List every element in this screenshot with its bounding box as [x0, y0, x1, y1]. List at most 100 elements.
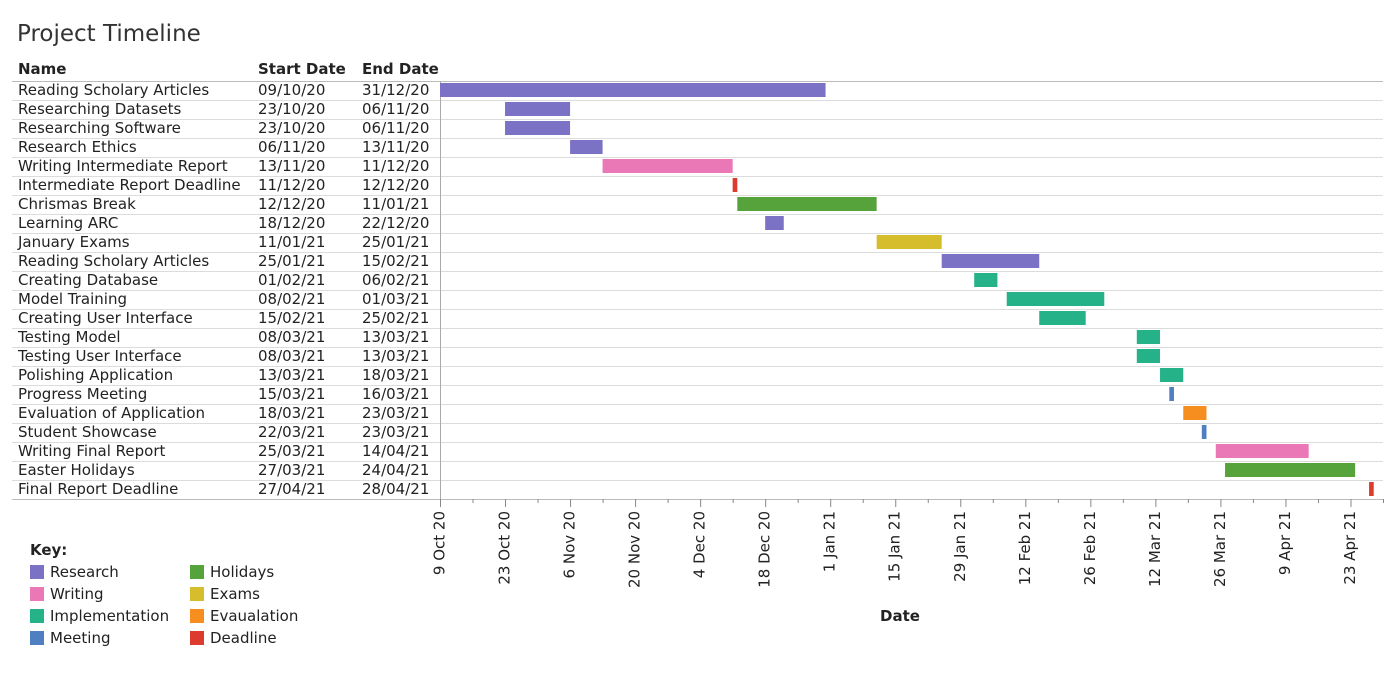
legend-label: Research	[50, 563, 119, 581]
x-tick-label: 12 Mar 21	[1146, 511, 1164, 587]
legend-swatch	[30, 587, 44, 601]
legend-item: Writing	[30, 585, 190, 603]
legend-title: Key:	[30, 541, 68, 559]
x-tick-label: 1 Jan 21	[821, 511, 839, 572]
task-end-date: 24/04/21	[362, 461, 429, 479]
task-start-date: 18/03/21	[258, 404, 325, 422]
task-name: Writing Intermediate Report	[18, 157, 228, 175]
task-bar	[1160, 368, 1184, 382]
task-end-date: 12/12/20	[362, 176, 429, 194]
task-end-date: 11/01/21	[362, 195, 429, 213]
task-start-date: 12/12/20	[258, 195, 325, 213]
task-start-date: 15/02/21	[258, 309, 325, 327]
x-tick-label: 18 Dec 20	[756, 511, 774, 588]
legend-swatch	[190, 587, 204, 601]
task-start-date: 11/01/21	[258, 233, 325, 251]
task-bar	[1215, 444, 1309, 458]
x-tick-label: 23 Apr 21	[1341, 511, 1359, 585]
task-name: Easter Holidays	[18, 461, 135, 479]
task-start-date: 13/11/20	[258, 157, 325, 175]
task-end-date: 22/12/20	[362, 214, 429, 232]
x-tick-label: 12 Feb 21	[1016, 511, 1034, 585]
task-start-date: 13/03/21	[258, 366, 325, 384]
task-end-date: 25/01/21	[362, 233, 429, 251]
task-bar	[1169, 387, 1174, 401]
x-tick-label: 15 Jan 21	[886, 511, 904, 582]
start-date-column-header: Start Date	[258, 60, 346, 78]
task-name: Intermediate Report Deadline	[18, 176, 241, 194]
task-start-date: 23/10/20	[258, 119, 325, 137]
legend-item: Research	[30, 563, 190, 581]
name-column-header: Name	[18, 60, 67, 78]
x-tick-label: 26 Mar 21	[1211, 511, 1229, 587]
legend-label: Exams	[210, 585, 260, 603]
task-name: Researching Software	[18, 119, 181, 137]
legend-label: Evaualation	[210, 607, 299, 625]
task-end-date: 16/03/21	[362, 385, 429, 403]
task-name: Evaluation of Application	[18, 404, 205, 422]
task-name: Reading Scholary Articles	[18, 252, 209, 270]
x-tick-label: 26 Feb 21	[1081, 511, 1099, 585]
legend-label: Holidays	[210, 563, 275, 581]
task-bar	[765, 216, 784, 230]
task-bar	[1225, 463, 1356, 477]
task-bar	[1201, 425, 1207, 439]
chart-title: Project Timeline	[17, 21, 201, 47]
task-name: Writing Final Report	[18, 442, 166, 460]
task-end-date: 01/03/21	[362, 290, 429, 308]
legend: Key: Research Holidays Writing Exams Impleme…	[30, 541, 350, 647]
x-tick-label: 9 Oct 20	[431, 511, 449, 575]
task-bar	[505, 102, 571, 116]
task-start-date: 25/01/21	[258, 252, 325, 270]
task-bar	[1183, 406, 1207, 420]
x-axis-label: Date	[880, 607, 920, 625]
task-start-date: 01/02/21	[258, 271, 325, 289]
legend-grid: Research Holidays Writing Exams Implementati…	[30, 563, 350, 647]
task-start-date: 23/10/20	[258, 100, 325, 118]
task-name: Testing User Interface	[17, 347, 182, 365]
task-bar	[602, 159, 733, 173]
legend-item: Meeting	[30, 629, 190, 647]
legend-label: Deadline	[210, 629, 277, 647]
task-end-date: 13/03/21	[362, 328, 429, 346]
task-start-date: 06/11/20	[258, 138, 325, 156]
x-tick-label: 23 Oct 20	[496, 511, 514, 585]
task-name: Creating Database	[18, 271, 158, 289]
task-bar	[737, 197, 877, 211]
task-name: Final Report Deadline	[18, 480, 178, 498]
legend-swatch	[190, 565, 204, 579]
task-end-date: 06/02/21	[362, 271, 429, 289]
task-start-date: 27/04/21	[258, 480, 325, 498]
task-start-date: 11/12/20	[258, 176, 325, 194]
task-bar	[974, 273, 998, 287]
x-tick-label: 6 Nov 20	[561, 511, 579, 578]
task-start-date: 09/10/20	[258, 81, 325, 99]
task-end-date: 23/03/21	[362, 423, 429, 441]
task-start-date: 08/03/21	[258, 347, 325, 365]
task-end-date: 28/04/21	[362, 480, 429, 498]
x-tick-label: 4 Dec 20	[691, 511, 709, 578]
task-bar	[1136, 330, 1161, 344]
task-bar	[440, 83, 826, 97]
task-end-date: 15/02/21	[362, 252, 429, 270]
task-start-date: 22/03/21	[258, 423, 325, 441]
task-name: Student Showcase	[18, 423, 157, 441]
task-name: Reading Scholary Articles	[18, 81, 209, 99]
legend-swatch	[30, 609, 44, 623]
task-start-date: 18/12/20	[258, 214, 325, 232]
x-tick-label: 20 Nov 20	[626, 511, 644, 588]
task-end-date: 06/11/20	[362, 119, 429, 137]
task-end-date: 13/03/21	[362, 347, 429, 365]
legend-swatch	[190, 609, 204, 623]
task-bar	[1136, 349, 1161, 363]
task-start-date: 25/03/21	[258, 442, 325, 460]
legend-label: Implementation	[50, 607, 170, 625]
task-end-date: 13/11/20	[362, 138, 429, 156]
task-bar	[1369, 482, 1374, 496]
task-bar	[876, 235, 942, 249]
task-end-date: 11/12/20	[362, 157, 429, 175]
task-name: Research Ethics	[18, 138, 137, 156]
legend-label: Meeting	[50, 629, 111, 647]
legend-label: Writing	[50, 585, 104, 603]
